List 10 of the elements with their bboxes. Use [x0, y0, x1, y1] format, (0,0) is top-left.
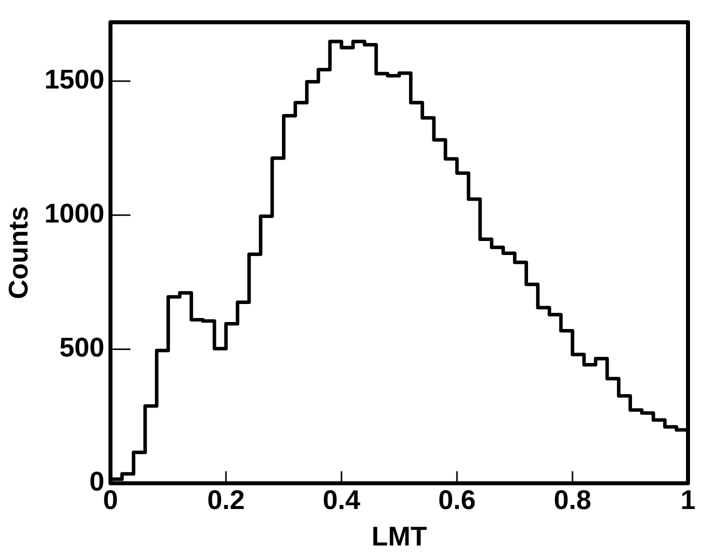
x-tick-label: 0.4: [322, 484, 360, 515]
y-axis-title: Counts: [4, 206, 34, 300]
x-tick-label: 1: [680, 484, 696, 515]
x-axis-title: LMT: [371, 521, 428, 552]
x-tick-label: 0.8: [554, 484, 592, 515]
y-tick-label: 1000: [44, 198, 104, 229]
x-tick-label: 0.2: [207, 484, 245, 515]
y-tick-label: 500: [59, 332, 104, 363]
x-tick-label: 0.6: [438, 484, 476, 515]
y-tick-label: 1500: [44, 64, 104, 95]
